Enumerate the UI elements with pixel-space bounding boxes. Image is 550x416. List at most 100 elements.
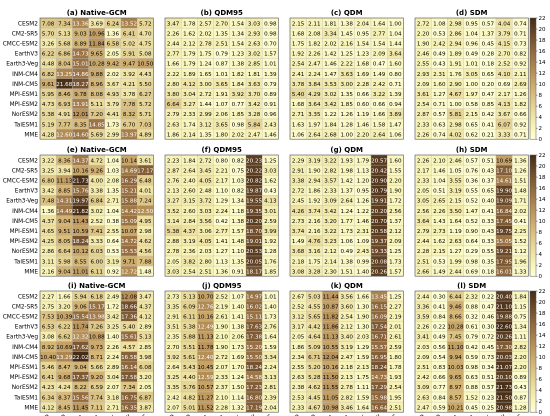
colorbar-segment [530,207,536,211]
cell-value-label: 2.03 [199,249,212,255]
cell-value-label: 9.04 [58,269,71,275]
colorbar-segment [530,304,536,308]
cell-value-label: 0.60 [357,102,370,108]
cell-value-label: 5.01 [183,405,196,411]
index-tick-label: R95 [385,413,399,416]
cell-value-label: 0.47 [482,92,495,98]
cell-value-label: 5.81 [449,112,462,118]
colorbar-segment [530,324,536,328]
cell-value-label: 3.60 [340,304,353,310]
cell-value-label: 17.29 [371,385,387,391]
cell-value-label: 15.54 [72,314,88,320]
cell-value-label: 1.26 [514,168,527,174]
colorbar-segment [530,368,536,372]
cell-value-label: 0.63 [465,375,478,381]
cell-value-label: 3.01 [264,209,277,215]
cell-value-label: 15.20 [246,345,262,351]
cell-value-label: 1.04 [107,209,120,215]
cell-value-label: 2.75 [42,304,55,310]
cell-value-label: 4.62 [139,239,151,245]
colorbar-segment [530,313,536,317]
cell-value-label: 3.03 [248,21,261,27]
cell-value-label: 4.43 [139,72,152,78]
cell-value-label: 3.22 [324,158,336,164]
cell-value-label: 0.53 [433,31,446,37]
cell-value-label: 3.51 [167,325,180,331]
cell-value-label: 2.64 [340,199,353,205]
model-label: INM-CM5 [12,82,38,88]
cell-value-label: 5.19 [42,122,55,128]
cell-value-label: 14.37 [72,158,88,164]
cell-value-label: 1.80 [389,355,402,361]
cell-value-label: 20.40 [496,294,512,300]
cell-value-label: 1.03 [232,178,245,184]
cell-value-label: 2.63 [248,41,261,47]
cell-value-label: 1.57 [232,229,245,235]
cell-value-label: 5.11 [90,102,103,108]
cell-value-label: 2.54 [389,385,402,391]
cell-value-label: 0.79 [465,335,478,341]
model-label: Earth3-Veg [6,62,38,68]
cell-value-label: 5.08 [139,52,152,58]
cell-value-label: 0.30 [433,294,446,300]
cell-value-label: 2.26 [308,52,321,58]
cell-value-label: 0.36 [465,178,478,184]
cell-value-label: 2.26 [433,209,446,215]
cell-value-label: 5.40 [292,92,305,98]
cell-value-label: 0.95 [357,189,370,195]
cell-value-label: 2.98 [449,122,462,128]
cell-value-label: 2.70 [215,21,228,27]
cell-value-label: 2.73 [433,229,446,235]
cell-value-label: 2.54 [417,102,430,108]
cell-value-label: 0.63 [433,122,446,128]
cell-value-label: 0.69 [498,82,511,88]
cell-value-label: 5.70 [42,31,55,37]
cell-value-label: 11.05 [322,395,338,401]
cell-value-label: 19.01 [246,239,262,245]
colorbar-segment [530,240,536,244]
cell-value-label: 3.19 [308,158,321,164]
cell-value-label: 2.67 [292,294,305,300]
cell-value-label: 15.53 [121,249,137,255]
cell-value-label: 3.41 [417,335,430,341]
cell-value-label: 2.93 [248,31,261,37]
cell-value-label: 2.33 [417,178,430,184]
cell-value-label: 3.94 [58,168,71,174]
cell-value-label: 18.27 [72,82,88,88]
cell-value-label: 0.92 [107,269,119,275]
cell-value-label: 0.75 [514,314,527,320]
model-label: MPI-ESM1 [10,365,39,371]
panel-title: (a) Native-GCM [67,9,127,17]
cell-value-label: 2.47 [308,62,321,68]
cell-value-label: 17.38 [246,335,262,341]
cell-value-label: 14.69 [121,168,137,174]
cell-value-label: 4.70 [139,31,152,37]
cell-value-label: 3.33 [498,132,511,138]
cell-value-label: 1.64 [264,335,277,341]
colorbar-segment [530,296,536,300]
cell-value-label: 1.41 [232,314,245,320]
cell-value-label: 2.16 [308,229,321,235]
cell-value-label: 3.61 [139,158,152,164]
cell-value-label: 1.84 [232,82,245,88]
cell-value-label: 14.73 [72,52,88,58]
colorbar-segment [530,234,536,238]
cell-value-label: 14.85 [89,122,105,128]
cell-value-label: 2.51 [417,365,430,371]
cell-value-label: 1.78 [389,365,402,371]
cell-value-label: 11.50 [322,375,338,381]
cell-value-label: 6.93 [58,102,71,108]
cell-value-label: 16.35 [121,405,137,411]
colorbar-segment [530,114,536,118]
cell-value-label: 2.26 [167,31,180,37]
colorbar-tick-label: 22 [539,153,546,159]
cell-value-label: 2.07 [215,365,228,371]
cell-value-label: 10.03 [447,365,463,371]
cell-value-label: 2.99 [107,132,120,138]
cell-value-label: 4.56 [139,249,152,255]
cell-value-label: 0.96 [264,112,277,118]
colorbar-tick-label: 8 [539,93,543,99]
cell-value-label: 3.17 [292,325,305,331]
cell-value-label: 3.26 [42,41,55,47]
